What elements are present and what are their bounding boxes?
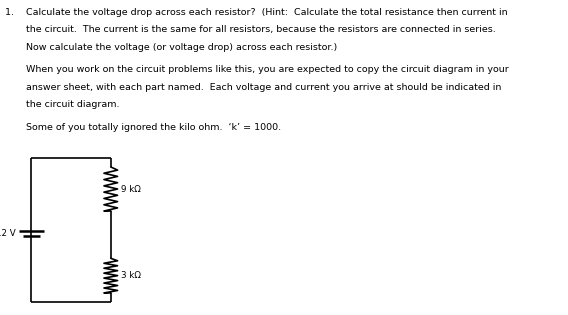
Text: 3 kΩ: 3 kΩ [121, 271, 141, 280]
Text: Some of you totally ignored the kilo ohm.  ‘k’ = 1000.: Some of you totally ignored the kilo ohm… [5, 123, 281, 132]
Text: the circuit.  The current is the same for all resistors, because the resistors a: the circuit. The current is the same for… [5, 25, 495, 34]
Text: 9 kΩ: 9 kΩ [121, 185, 141, 193]
Text: When you work on the circuit problems like this, you are expected to copy the ci: When you work on the circuit problems li… [5, 65, 508, 74]
Text: the circuit diagram.: the circuit diagram. [5, 100, 119, 109]
Text: answer sheet, with each part named.  Each voltage and current you arrive at shou: answer sheet, with each part named. Each… [5, 83, 501, 92]
Text: Now calculate the voltage (or voltage drop) across each resistor.): Now calculate the voltage (or voltage dr… [5, 43, 337, 52]
Text: 12 V: 12 V [0, 229, 16, 238]
Text: 1.    Calculate the voltage drop across each resistor?  (Hint:  Calculate the to: 1. Calculate the voltage drop across eac… [5, 8, 507, 17]
